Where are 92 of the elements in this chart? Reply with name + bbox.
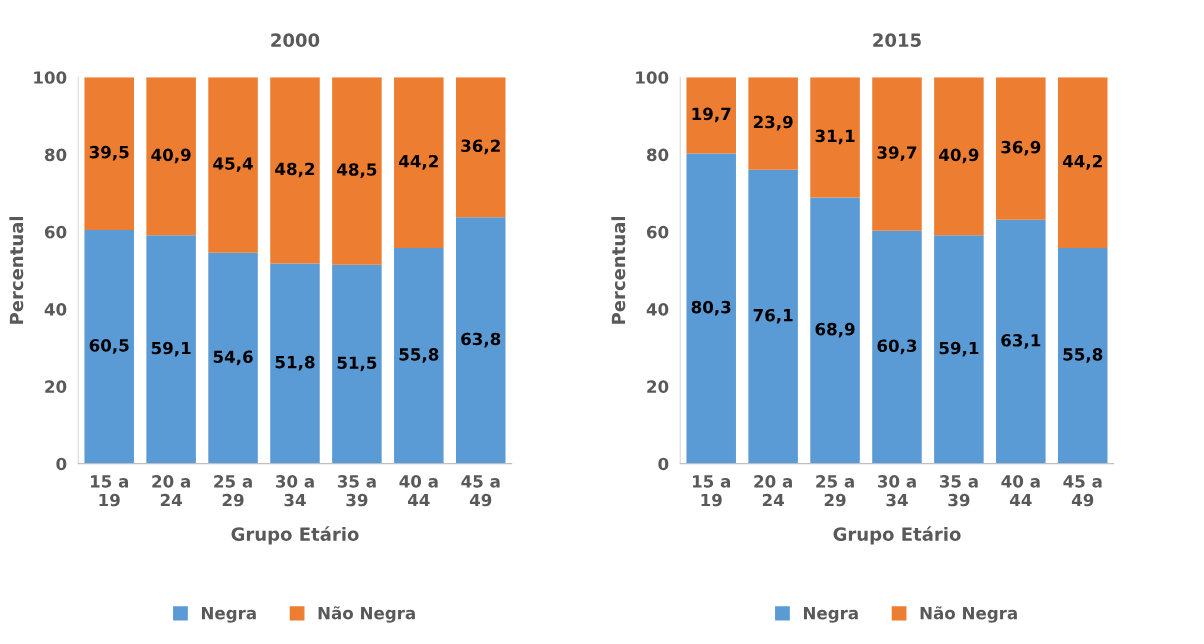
data-label: 54,6 [213, 350, 253, 366]
legend-label: Não Negra [318, 606, 415, 623]
data-label: 36,2 [461, 139, 500, 155]
bar [748, 169, 798, 464]
x-axis-title: Grupo Etário [231, 526, 359, 545]
x-tick-label: 20 a 24 [152, 475, 190, 507]
bar [270, 77, 320, 264]
y-tick-label: 0 [658, 457, 669, 471]
data-label: 39,7 [877, 146, 917, 161]
bar [146, 77, 196, 236]
data-label: 80,3 [691, 300, 731, 316]
bar [146, 235, 196, 464]
data-label: 23,9 [753, 115, 793, 131]
bar [208, 77, 258, 253]
bar [1057, 77, 1108, 249]
data-label: 60,5 [89, 339, 129, 354]
y-tick-label: 60 [44, 225, 67, 239]
data-label: 68,9 [815, 322, 855, 338]
bar [934, 77, 984, 236]
bar [810, 197, 860, 464]
data-label: 51,5 [337, 356, 377, 372]
bar [996, 219, 1046, 464]
y-tick-label: 80 [44, 148, 67, 162]
data-label: 44,2 [1062, 154, 1102, 170]
x-tick-label: 35 a 39 [337, 475, 376, 507]
x-tick-label: 25 a 29 [816, 475, 854, 507]
x-tick-label: 45 a 49 [461, 475, 500, 507]
bar [208, 252, 258, 464]
bar [934, 235, 984, 464]
bar [455, 77, 506, 218]
data-label: 40,9 [939, 148, 979, 164]
bar [394, 248, 444, 464]
x-tick-label: 30 a 34 [877, 475, 916, 507]
y-tick-label: 100 [636, 71, 669, 84]
data-label: 31,1 [815, 129, 855, 145]
bar [1057, 248, 1108, 464]
y-tick-label: 20 [647, 380, 669, 393]
data-label: 55,8 [1063, 348, 1103, 363]
y-tick-label: 100 [34, 71, 67, 84]
legend-label: Negra [803, 607, 858, 623]
data-label: 44,2 [399, 154, 438, 170]
data-label: 55,8 [399, 348, 439, 363]
bar [455, 217, 506, 464]
x-tick-label: 25 a 29 [214, 475, 252, 507]
x-tick-label: 15 a 19 [692, 475, 731, 507]
y-tick-label: 40 [44, 303, 67, 316]
legend-label: Negra [201, 607, 256, 623]
chart-title: 2015 [873, 33, 921, 47]
x-tick-label: 30 a 34 [275, 475, 314, 507]
x-tick-label: 45 a 49 [1063, 475, 1102, 507]
data-label: 63,1 [1001, 334, 1041, 349]
bar [810, 77, 860, 198]
legend-label: Não Negra [920, 606, 1017, 623]
data-label: 59,1 [151, 341, 191, 357]
data-label: 51,8 [275, 355, 315, 371]
data-label: 63,8 [461, 332, 501, 348]
bar [332, 77, 382, 265]
x-axis-title: Grupo Etário [833, 526, 961, 545]
x-tick-label: 35 a 39 [939, 475, 978, 507]
data-label: 40,9 [151, 148, 191, 164]
y-tick-label: 80 [646, 148, 669, 162]
y-tick-label: 40 [646, 303, 669, 316]
data-label: 19,7 [692, 107, 731, 123]
bar [748, 77, 798, 170]
x-tick-label: 20 a 24 [754, 475, 792, 507]
bar [872, 77, 922, 231]
y-tick-label: 0 [56, 457, 67, 471]
data-label: 36,9 [1001, 140, 1041, 156]
data-label: 76,1 [753, 308, 793, 324]
bar [84, 77, 134, 230]
data-label: 48,2 [275, 162, 315, 178]
y-axis-title: Percentual [611, 216, 626, 324]
y-tick-label: 60 [646, 225, 669, 239]
data-label: 45,4 [213, 157, 253, 172]
y-tick-label: 20 [45, 380, 67, 393]
chart-title: 2000 [271, 33, 320, 47]
x-tick-label: 40 a 44 [1001, 475, 1040, 507]
bar [332, 264, 382, 464]
bar [270, 263, 320, 464]
y-axis-title: Percentual [9, 216, 24, 324]
bar [686, 153, 736, 464]
bar [872, 230, 922, 464]
bar [84, 229, 134, 464]
bar [686, 77, 736, 154]
bar [394, 77, 444, 249]
data-label: 48,5 [337, 163, 377, 178]
data-label: 60,3 [877, 339, 917, 355]
data-label: 39,5 [89, 145, 129, 161]
x-tick-label: 40 a 44 [399, 475, 438, 507]
bar [996, 77, 1046, 220]
x-tick-label: 15 a 19 [90, 475, 129, 507]
data-label: 59,1 [939, 341, 979, 357]
